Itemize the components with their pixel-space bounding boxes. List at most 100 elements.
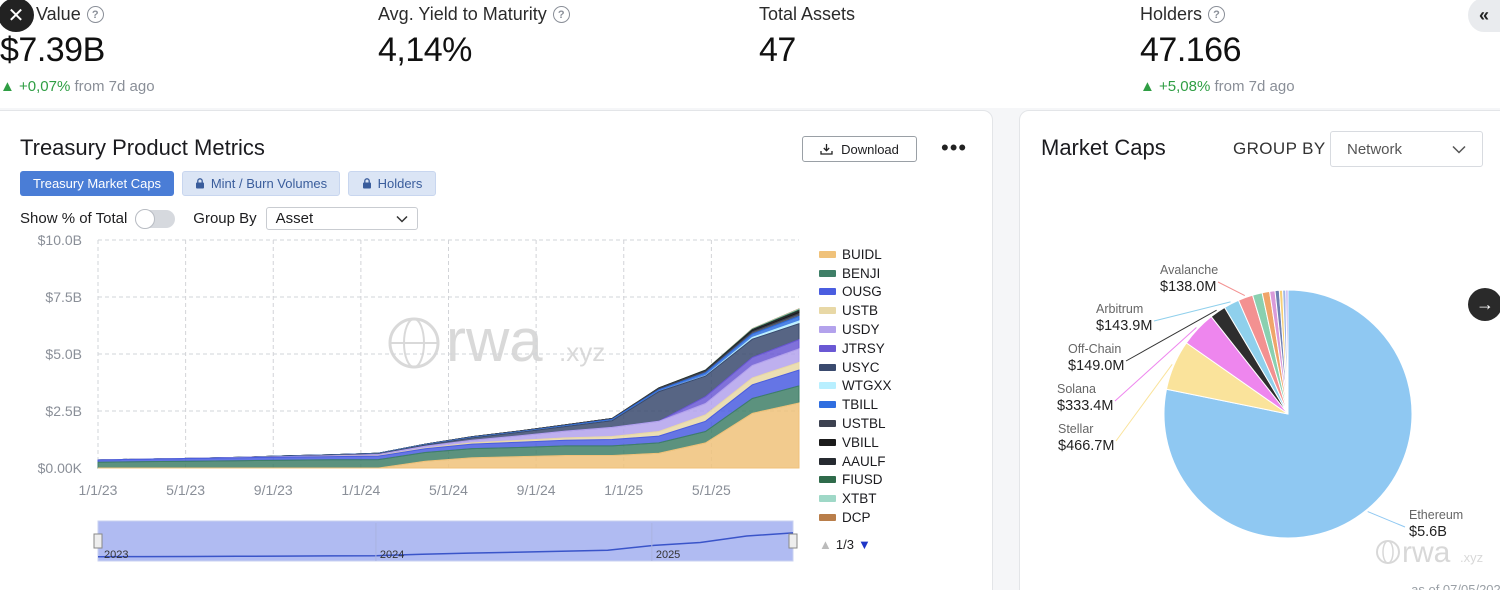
legend-item[interactable]: JTRSY [819,339,892,358]
legend-swatch [819,363,836,371]
navigator-label: 2024 [380,549,404,561]
stat-label: Value [36,4,81,24]
close-button[interactable]: ✕ [0,0,34,32]
network-select[interactable]: Network [1330,131,1483,167]
stat-delta-value: +5,08% [1159,78,1211,95]
x-tick-label: 1/1/25 [604,482,643,498]
stat-delta-suffix: from 7d ago [74,78,155,95]
arrow-right-icon: → [1476,294,1494,314]
legend-item[interactable]: VBILL [819,433,892,452]
pie-leader-line [1217,281,1246,297]
show-percent-toggle[interactable] [135,208,176,229]
pie-slice-value: $138.0M [1160,279,1216,295]
watermark-subtext: .xyz [1460,550,1483,565]
market-caps-pie-chart[interactable]: Ethereum $5.6B Stellar $466.7M Solana $333.4M… [1020,111,1500,590]
legend-item[interactable]: USTBL [819,414,892,433]
download-button[interactable]: Download [802,136,917,162]
stat-avg-yield: Avg. Yield to Maturity ? 4,14% [378,4,570,70]
legend-swatch [819,476,836,484]
help-icon[interactable]: ? [1208,6,1226,23]
double-chevron-left-icon: « [1478,4,1489,25]
group-by-select[interactable]: Asset [265,207,418,230]
range-navigator[interactable]: 2023 2024 2025 [93,520,798,562]
download-icon [820,144,833,155]
navigator-handle-right[interactable] [788,533,798,549]
pie-slice-name: Solana [1057,382,1096,396]
tab-mint-burn-volumes[interactable]: Mint / Burn Volumes [182,171,340,196]
legend-item[interactable]: USYC [819,358,892,377]
pager-down-icon[interactable]: ▼ [857,536,871,552]
help-icon[interactable]: ? [86,6,104,23]
legend-item[interactable]: OUSG [819,283,892,302]
legend-item[interactable]: BUIDL [819,245,892,264]
legend-pager: ▲ 1/3 ▼ [819,537,892,552]
pie-slice-other-12[interactable] [1285,289,1289,415]
show-percent-label: Show % of Total [20,210,128,227]
help-icon[interactable]: ? [552,6,570,23]
x-tick-label: 5/1/23 [166,482,205,498]
ellipsis-icon: ••• [941,135,968,160]
market-cap-area-chart[interactable]: rwa .xyz $0.00K $2.5B $5.0B $7.5B $10.0B 1/1/23… [0,111,994,590]
tab-holders[interactable]: Holders [348,171,436,196]
stat-value: 4,14% [378,31,472,69]
chart-options: Show % of Total Group By Asset [20,207,418,230]
legend-label: BUIDL [842,246,882,262]
legend-item[interactable]: USTB [819,301,892,320]
pie-slice-name: Stellar [1058,422,1093,436]
pie-slice-value: $143.9M [1096,318,1152,334]
legend-item[interactable]: BENJI [819,264,892,283]
legend-label: USTBL [842,416,886,432]
download-label: Download [841,141,899,157]
legend-swatch [819,269,836,277]
pie-slice-name: Ethereum [1409,508,1463,522]
legend-swatch [819,382,836,390]
stat-delta-value: +0,07% [19,78,71,95]
collapse-panel-button[interactable]: « [1468,0,1500,32]
legend-item[interactable]: WTGXX [819,377,892,396]
navigator-handle-left[interactable] [93,533,103,549]
tab-treasury-market-caps[interactable]: Treasury Market Caps [20,171,174,196]
chevron-down-icon [1452,145,1466,154]
area-series-buidl[interactable] [98,402,800,469]
legend-item[interactable]: XTBT [819,489,892,508]
watermark: rwa .xyz [388,307,605,374]
legend-item[interactable]: TBILL [819,395,892,414]
legend-swatch [819,495,836,503]
lock-icon [195,178,204,189]
legend-swatch [819,420,836,428]
legend-label: AAULF [842,453,886,469]
pager-up-icon[interactable]: ▲ [819,536,832,552]
legend-item[interactable]: FIUSD [819,471,892,490]
stat-holders: Holders ? 47.166 ▲ +5,08% from 7d ago [1140,4,1295,95]
lock-icon [362,178,371,189]
y-tick-label: $7.5B [45,289,82,305]
y-tick-label: $0.00K [38,460,83,476]
group-by-label: Group By [193,210,257,227]
pie-slice-name: Avalanche [1160,263,1218,277]
pie-leader-line [1115,364,1173,442]
card-title: Market Caps [1041,135,1166,160]
x-tick-label: 1/1/23 [79,482,118,498]
up-triangle-icon: ▲ [1140,78,1155,95]
pie-slice-name: Off-Chain [1068,342,1121,356]
stat-delta: ▲ +5,08% from 7d ago [1140,78,1295,95]
as-of-date: as of 07/05/2025 [1411,582,1500,590]
watermark: rwa .xyz [1376,536,1483,569]
legend-swatch [819,344,836,352]
legend-label: JTRSY [842,340,885,356]
legend-item[interactable]: AAULF [819,452,892,471]
legend-item[interactable]: DCP [819,508,892,527]
treasury-metrics-card: Treasury Product Metrics Download ••• Tr… [0,110,993,590]
stat-label: Total Assets [759,4,856,24]
network-select-value: Network [1347,140,1403,158]
navigator-window[interactable] [97,520,794,562]
x-tick-label: 9/1/24 [517,482,556,498]
more-options-button[interactable]: ••• [941,135,967,161]
legend-swatch [819,438,836,446]
x-tick-label: 5/1/25 [692,482,731,498]
legend-swatch [819,288,836,296]
legend-item[interactable]: USDY [819,320,892,339]
next-button[interactable]: → [1468,288,1500,321]
legend-label: USTB [842,303,879,319]
navigator-label: 2023 [104,549,128,561]
